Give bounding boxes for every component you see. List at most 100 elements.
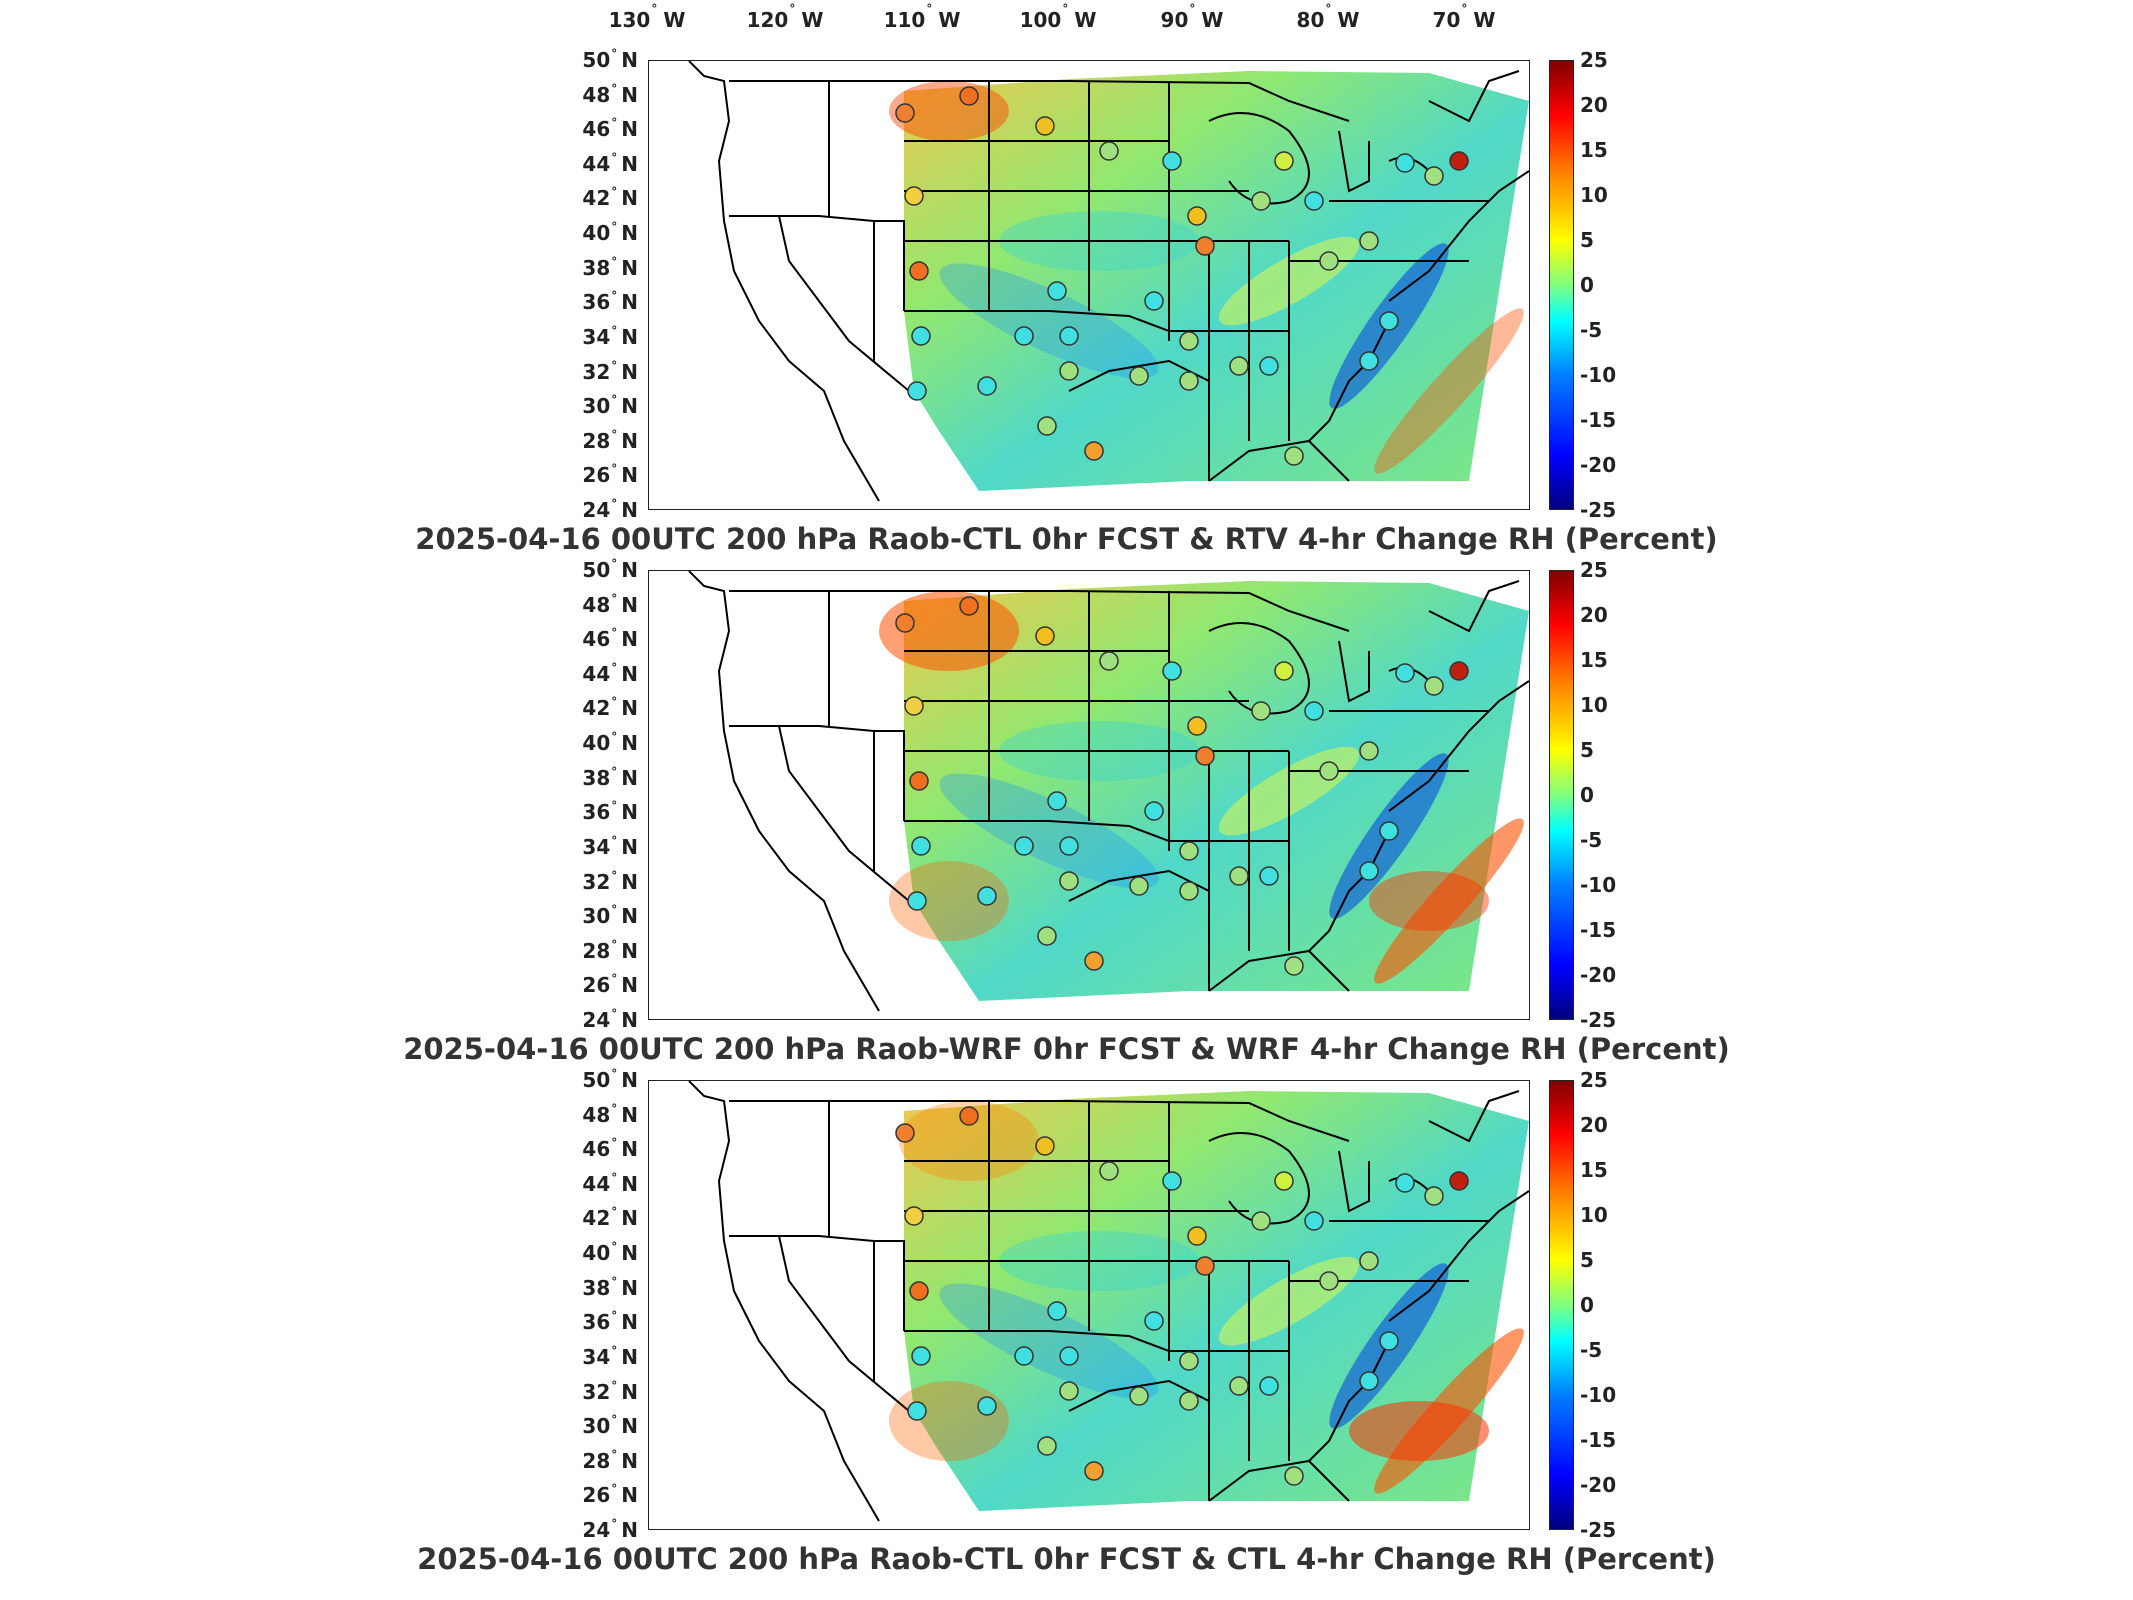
lat-label-28n: 28° N (582, 937, 638, 963)
colorbar-tick: -25 (1580, 498, 1617, 522)
border-line (1388, 1190, 1529, 1322)
raob-station-marker (1047, 1301, 1067, 1321)
lat-label-38n: 38° N (582, 254, 638, 280)
raob-station-marker (1195, 746, 1215, 766)
raob-station-marker (895, 1123, 915, 1143)
raob-station-marker (911, 326, 931, 346)
colorbar-tick: 5 (1580, 1248, 1594, 1272)
border-line (1338, 640, 1370, 703)
border-line (1338, 130, 1370, 193)
colorbar-tick: -25 (1580, 1518, 1617, 1542)
colorbar-tick: -20 (1580, 1473, 1617, 1497)
raob-station-marker (1059, 1346, 1079, 1366)
raob-station-marker (1251, 701, 1271, 721)
border-line (904, 310, 1289, 332)
raob-station-marker (1179, 371, 1199, 391)
colorbar-tick: -25 (1580, 1008, 1617, 1032)
raob-station-marker (1187, 716, 1207, 736)
border-line (1308, 830, 1390, 952)
colorbar-tick: -10 (1580, 363, 1617, 387)
raob-station-marker (909, 1281, 929, 1301)
raob-station-marker (1379, 821, 1399, 841)
lat-label-40n: 40° N (582, 1240, 638, 1266)
border-line (688, 61, 880, 502)
raob-station-marker (1395, 663, 1415, 683)
raob-station-marker (911, 836, 931, 856)
raob-station-marker (1449, 1171, 1469, 1191)
raob-station-marker (1047, 281, 1067, 301)
raob-station-marker (977, 1396, 997, 1416)
raob-station-marker (1424, 676, 1444, 696)
lat-label-30n: 30° N (582, 903, 638, 929)
raob-station-marker (1319, 761, 1339, 781)
raob-station-marker (1251, 191, 1271, 211)
raob-station-marker (1179, 841, 1199, 861)
border-line (1068, 359, 1210, 392)
lat-label-24n: 24° N (582, 1517, 638, 1542)
raob-station-marker (1059, 1381, 1079, 1401)
raob-station-marker (1059, 326, 1079, 346)
colorbar-tick: 10 (1580, 183, 1608, 207)
colorbar-tick: 10 (1580, 693, 1608, 717)
raob-station-marker (1424, 166, 1444, 186)
raob-station-marker (1359, 351, 1379, 371)
colorbar-tick: 20 (1580, 603, 1608, 627)
raob-station-marker (1449, 151, 1469, 171)
raob-station-marker (1014, 836, 1034, 856)
map-frame-2 (648, 570, 1530, 1020)
raob-station-marker (907, 1401, 927, 1421)
raob-station-marker (1187, 206, 1207, 226)
raob-station-marker (1195, 236, 1215, 256)
raob-station-marker (895, 613, 915, 633)
raob-station-marker (1359, 741, 1379, 761)
border-line (1068, 869, 1210, 902)
lat-label-42n: 42° N (582, 1205, 638, 1231)
lon-label-80w: 80° W (1296, 2, 1360, 32)
raob-station-marker (895, 103, 915, 123)
colorbar-tick: -5 (1580, 318, 1603, 342)
raob-station-marker (1162, 1171, 1182, 1191)
border-line (778, 215, 910, 392)
raob-station-marker (1359, 861, 1379, 881)
colorbar-tick: -10 (1580, 873, 1617, 897)
border-line (1068, 1379, 1210, 1412)
colorbar-tick: 0 (1580, 1293, 1594, 1317)
raob-station-marker (911, 1346, 931, 1366)
colorbar-tick: 15 (1580, 138, 1608, 162)
raob-station-marker (1449, 661, 1469, 681)
panel-title-2: 2025-04-16 00UTC 200 hPa Raob-WRF 0hr FC… (403, 1032, 1730, 1066)
raob-station-marker (1035, 116, 1055, 136)
raob-station-marker (1014, 1346, 1034, 1366)
lat-label-26n: 26° N (582, 1482, 638, 1508)
border-line (904, 1330, 1289, 1352)
raob-station-marker (1229, 866, 1249, 886)
border-line (1208, 439, 1350, 482)
map-frame-3 (648, 1080, 1530, 1530)
raob-station-marker (1284, 1466, 1304, 1486)
border-line (1308, 1340, 1390, 1462)
border-line (1208, 949, 1350, 992)
raob-station-marker (1037, 926, 1057, 946)
lat-label-40n: 40° N (582, 220, 638, 246)
raob-station-marker (1129, 366, 1149, 386)
raob-station-marker (1259, 866, 1279, 886)
border-line (688, 571, 880, 1012)
border-line (1308, 320, 1390, 442)
raob-station-marker (1014, 326, 1034, 346)
raob-station-marker (1284, 446, 1304, 466)
raob-station-marker (1251, 1211, 1271, 1231)
lat-label-32n: 32° N (582, 1378, 638, 1404)
lon-label-110w: 110° W (883, 2, 961, 32)
lat-label-30n: 30° N (582, 1413, 638, 1439)
raob-station-marker (977, 376, 997, 396)
raob-station-marker (1035, 626, 1055, 646)
lat-label-40n: 40° N (582, 730, 638, 756)
map-layer (688, 1081, 1529, 1522)
colorbar-tick: 25 (1580, 558, 1608, 582)
colorbar-tick: -15 (1580, 1428, 1617, 1452)
lat-label-34n: 34° N (582, 833, 638, 859)
lat-label-48n: 48° N (582, 591, 638, 617)
raob-station-marker (1395, 153, 1415, 173)
raob-station-marker (1129, 876, 1149, 896)
lat-label-46n: 46° N (582, 116, 638, 142)
